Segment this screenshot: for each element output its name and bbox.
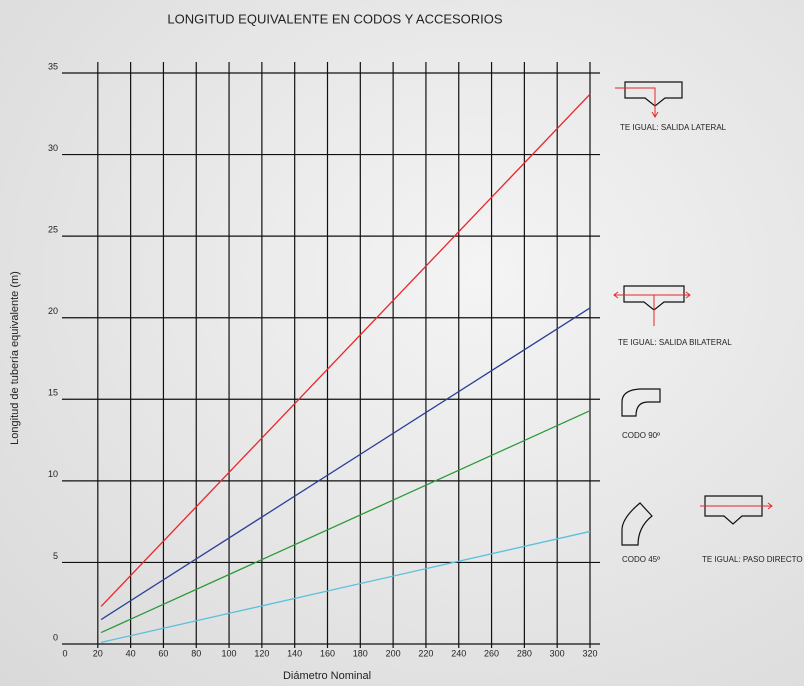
- fitting-label: TE IGUAL: PASO DIRECTO: [702, 555, 803, 564]
- x-tick-label: 160: [320, 648, 335, 658]
- y-tick-label: 30: [48, 143, 58, 153]
- x-tick-label: 140: [287, 648, 302, 658]
- fitting-icon: [704, 495, 763, 525]
- series-line: [100, 93, 591, 607]
- x-tick-label: 80: [191, 648, 201, 658]
- fitting-icon: [621, 388, 661, 417]
- fitting-icon: [621, 502, 653, 546]
- fitting-icon: [613, 291, 691, 326]
- x-tick-label: 100: [222, 648, 237, 658]
- x-tick-label: 280: [517, 648, 532, 658]
- y-axis-label: Longitud de tubería equivalente (m): [9, 271, 21, 445]
- series-line: [100, 530, 591, 644]
- fitting-icons: [613, 81, 773, 546]
- x-tick-label: 0: [62, 648, 67, 658]
- series-line: [100, 307, 591, 621]
- fitting-icon: [623, 285, 685, 311]
- x-tick-label: 320: [582, 648, 597, 658]
- fitting-label: CODO 90º: [622, 431, 660, 440]
- y-tick-label: 5: [53, 551, 58, 561]
- x-tick-label: 180: [353, 648, 368, 658]
- x-tick-label: 40: [126, 648, 136, 658]
- y-tick-label: 0: [53, 632, 58, 642]
- x-tick-label: 60: [158, 648, 168, 658]
- fitting-label: TE IGUAL: SALIDA BILATERAL: [618, 338, 732, 347]
- x-tick-label: 120: [254, 648, 269, 658]
- x-tick-label: 20: [93, 648, 103, 658]
- y-tick-label: 25: [48, 225, 58, 235]
- fitting-label: CODO 45º: [622, 555, 660, 564]
- x-tick-label: 200: [386, 648, 401, 658]
- fitting-label: TE IGUAL: SALIDA LATERAL: [620, 123, 727, 132]
- y-tick-label: 15: [48, 388, 58, 398]
- fitting-icon: [624, 81, 683, 107]
- x-tick-label: 240: [451, 648, 466, 658]
- y-tick-label: 20: [48, 306, 58, 316]
- x-tick-label: 260: [484, 648, 499, 658]
- fitting-icon: [615, 87, 659, 118]
- x-tick-label: 300: [550, 648, 565, 658]
- x-tick-label: 220: [418, 648, 433, 658]
- x-axis-label: Diámetro Nominal: [283, 670, 371, 682]
- chart-title: LONGITUD EQUIVALENTE EN CODOS Y ACCESORI…: [167, 11, 503, 26]
- y-tick-label: 10: [48, 469, 58, 479]
- series-line: [100, 410, 591, 634]
- y-tick-label: 35: [48, 61, 58, 71]
- fitting-icon: [700, 502, 773, 510]
